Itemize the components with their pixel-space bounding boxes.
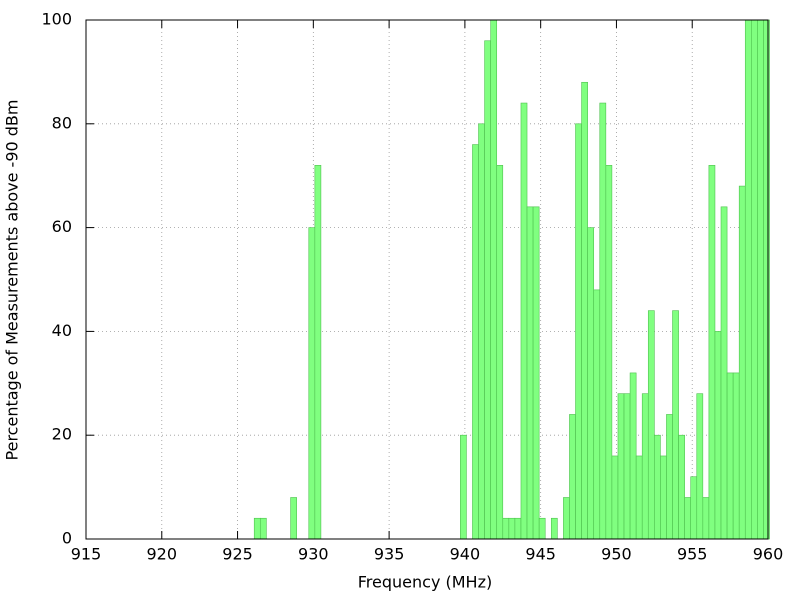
bar <box>550 517 558 540</box>
bar <box>587 227 595 540</box>
bar <box>654 434 661 540</box>
x-tick-label: 960 <box>753 545 784 564</box>
bar <box>647 310 655 540</box>
y-tick-label: 20 <box>52 425 72 444</box>
bar <box>726 372 734 540</box>
bar <box>635 455 643 540</box>
bar <box>526 206 534 540</box>
bar <box>690 476 698 540</box>
x-tick-label: 940 <box>450 545 481 564</box>
bar <box>314 165 322 540</box>
bar <box>605 165 613 540</box>
x-tick-label: 945 <box>525 545 556 564</box>
bar <box>581 81 588 540</box>
x-tick-label: 935 <box>374 545 405 564</box>
bar <box>629 372 637 540</box>
bar <box>666 414 673 540</box>
bar <box>575 123 582 540</box>
bar <box>472 144 479 540</box>
y-axis-title: Percentage of Measurements above -90 dBm <box>3 100 22 461</box>
bar <box>714 331 722 540</box>
bar <box>702 497 710 540</box>
bar <box>460 434 467 540</box>
bar <box>538 517 546 540</box>
bar <box>520 102 528 540</box>
x-axis-title: Frequency (MHz) <box>358 573 492 592</box>
y-tick-label: 0 <box>62 529 72 548</box>
y-tick-label: 80 <box>52 113 72 132</box>
bar <box>684 497 692 540</box>
bar <box>478 123 485 540</box>
bar <box>623 393 631 540</box>
bar <box>508 517 516 540</box>
bar <box>496 165 504 540</box>
bar <box>720 206 728 540</box>
bar <box>611 455 619 540</box>
x-tick-label: 955 <box>677 545 708 564</box>
y-tick-label: 40 <box>52 321 72 340</box>
bar <box>514 517 522 540</box>
bar <box>641 393 649 540</box>
bar <box>490 19 498 540</box>
bar <box>751 19 758 540</box>
bar <box>253 517 261 540</box>
bar <box>502 517 510 540</box>
bar <box>732 372 740 540</box>
bar <box>672 310 679 540</box>
x-tick-label: 950 <box>601 545 632 564</box>
x-tick-label: 930 <box>298 545 329 564</box>
bar <box>569 414 576 540</box>
bar <box>660 455 667 540</box>
bar <box>757 19 764 540</box>
bar <box>290 497 297 540</box>
y-tick-label: 60 <box>52 217 72 236</box>
bar <box>593 289 601 540</box>
bar <box>708 165 716 540</box>
bar <box>678 434 685 540</box>
bar <box>484 40 491 540</box>
bar <box>744 19 752 540</box>
bar <box>763 19 770 540</box>
bar <box>696 393 704 540</box>
bar <box>532 206 540 540</box>
x-tick-label: 915 <box>71 545 102 564</box>
bar <box>738 185 746 540</box>
bar <box>617 393 625 540</box>
bar <box>308 227 316 540</box>
bar <box>599 102 607 540</box>
x-tick-label: 925 <box>222 545 253 564</box>
bar <box>563 497 570 540</box>
bar <box>259 517 267 540</box>
x-tick-label: 920 <box>147 545 178 564</box>
y-tick-label: 100 <box>41 10 72 29</box>
plot-frame <box>85 19 769 540</box>
